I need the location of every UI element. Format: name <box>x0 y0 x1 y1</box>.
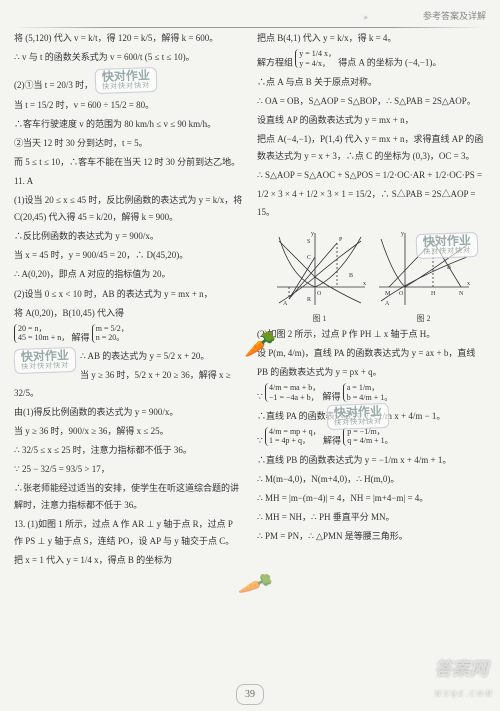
equation-system: 解方程组 y = 1/4 x， y = 4/x， 得点 A 的坐标为 (−4,−… <box>257 49 486 72</box>
text-line: ∴直线 PB 的函数表达式为 y = −1/m x + 4/m + 1。 <box>257 452 486 469</box>
svg-text:S: S <box>307 239 310 245</box>
text-line: 快对作业 快对快对快对 ∴ AB 的表达式为 y = 5/2 x + 20。 <box>14 348 243 365</box>
text-line: ∴ v 与 t 的函数关系式为 v = 600/t (5 ≤ t ≤ 10)。 <box>14 49 243 66</box>
text-line: 设 P(m, 4/m)，直线 PA 的函数表达式为 y = ax + b，直线 <box>257 345 486 362</box>
text-line: 13. (1)如图 1 所示，过点 A 作 AR ⊥ y 轴于点 R，过点 P … <box>14 516 243 550</box>
text-line: ∴ S△AOP = S△AOC + S△POS = 1/2·OC·AR + 1/… <box>257 167 486 184</box>
text-line: 把点 A(−4,−1)，P(1,4) 代入 y = mx + n，求得直线 AP… <box>257 131 486 165</box>
equation-system: ∵ 4/m = mp + q， 1 = 4p + q， 解得 p = −1/m，… <box>257 427 486 450</box>
text-line: ∴ MH = NH，∴ PH 垂直平分 MN。 <box>257 509 486 526</box>
two-column-body: 将 (5,120) 代入 v = k/t，得 120 = k/5，解得 k = … <box>14 30 486 678</box>
text-line: (2)①当 t = 20/3 时， 快对作业 快对快对快对 <box>14 68 243 94</box>
figure-2-label: 图 2 <box>375 311 473 326</box>
left-brace: a = 1/m， b = 4/m + 1。 <box>343 383 392 402</box>
svg-text:A: A <box>385 301 390 307</box>
figure-row: P S C O R A Bx y 图 1 <box>257 223 486 326</box>
svg-text:O: O <box>317 291 322 297</box>
header-arrows: ››› <box>363 9 366 26</box>
left-brace: 20 = n， 45 = 10m + n， <box>14 324 69 343</box>
text-line: 将 (5,120) 代入 v = k/t，得 120 = k/5，解得 k = … <box>14 30 243 47</box>
svg-text:N: N <box>459 291 464 297</box>
svg-text:O: O <box>399 291 404 297</box>
text-line: 将 A(0,20)，B(10,45) 代入得 <box>14 305 243 322</box>
right-column: 把点 B(4,1) 代入 y = k/x，得 k = 4。 解方程组 y = 1… <box>257 30 486 678</box>
watermark-kuaidui: 快对作业 快对快对快对 <box>416 232 479 259</box>
left-column: 将 (5,120) 代入 v = k/t，得 120 = k/5，解得 k = … <box>14 30 243 678</box>
svg-text:y: y <box>401 231 404 237</box>
figure-1-label: 图 1 <box>271 311 369 326</box>
header-rule <box>14 27 486 28</box>
text-line: 设直线 AP 的函数表达式为 y = mx + n， <box>257 112 486 129</box>
watermark-kuaidui: 快对作业 快对快对快对 <box>95 67 158 94</box>
equation-system: ∵ 4/m = ma + b， −1 = −4a + b， 解得 a = 1/m… <box>257 383 486 406</box>
svg-text:R: R <box>307 297 311 303</box>
page-number: 39 <box>236 684 264 705</box>
svg-text:B: B <box>349 273 353 279</box>
watermark-kuaidui: 快对作业 快对快对快对 <box>327 403 390 430</box>
left-brace: 4/m = ma + b， −1 = −4a + b， <box>265 383 320 402</box>
text-line: ∴ M(m−4,0)，N(m+4,0)，∴ H(m,0)。 <box>257 471 486 488</box>
figure-1-svg: P S C O R A Bx y <box>271 227 369 309</box>
svg-text:x: x <box>363 281 366 287</box>
text-line: ∴点 A 与点 B 关于原点对称。 <box>257 74 486 91</box>
text-line: ∵ 25 − 32/5 = 93/5 > 17， <box>14 461 243 478</box>
left-brace: m = 5/2， n = 20。 <box>92 324 129 343</box>
text-line: ∴ MH = |m−(m−4)| = 4，NH = |m+4−m| = 4。 <box>257 490 486 507</box>
svg-text:M: M <box>385 291 391 297</box>
svg-text:x: x <box>467 281 470 287</box>
text-line: ∴反比例函数的表达式为 y = 900/x。 <box>14 228 243 245</box>
text-line: 由(1)得反比例函数的表达式为 y = 900/x。 <box>14 404 243 421</box>
text-line: (2)如图 2 所示，过点 P 作 PH ⊥ x 轴于点 H。 <box>257 326 486 343</box>
text-line: (2)设当 0 ≤ x < 10 时，AB 的表达式为 y = mx + n， <box>14 286 243 303</box>
page-header: ››› 参考答案及详解 <box>14 8 486 30</box>
text-line: ∴直线 PA 的函数表达式为 y = 1/m x + 4/m − 1。 快对作业… <box>257 408 486 425</box>
text-line: 1/2 × 3 × 4 + 1/2 × 3 × 1 = 15/2，∴ S△PAB… <box>257 186 486 220</box>
text-line: 把点 B(4,1) 代入 y = k/x，得 k = 4。 <box>257 30 486 47</box>
text-line: ②当天 12 时 30 分到达时，t = 5。 <box>14 135 243 152</box>
text-line: ∴ A(0,20)，即点 A 对应的指标值为 20。 <box>14 266 243 283</box>
text-line: ∴ PM = PN，∴ △PMN 是等腰三角形。 <box>257 528 486 545</box>
svg-text:B: B <box>447 265 451 271</box>
svg-text:C: C <box>307 255 311 261</box>
left-brace: y = 1/4 x， y = 4/x， <box>295 49 336 68</box>
text-line: ∴张老师能经过适当的安排，使学生在听这道综合题的讲解时，注意力指标都不低于 36… <box>14 480 243 514</box>
text-line: 而 5 ≤ t ≤ 10，∴客车不能在当天 12 时 30 分前到达乙地。 <box>14 154 243 171</box>
text-line: ∴ OA = OB，S△AOP = S△BOP，∴ S△PAB = 2S△AOP… <box>257 93 486 110</box>
text-line: (1)设当 20 ≤ x ≤ 45 时，反比例函数的表达式为 y = k/x，将… <box>14 192 243 226</box>
left-brace: 4/m = mp + q， 1 = 4p + q， <box>265 427 321 446</box>
svg-text:A: A <box>283 301 288 307</box>
equation-system: 20 = n， 45 = 10m + n， 解得 m = 5/2， n = 20… <box>14 324 243 347</box>
text-line: PB 的函数表达式为 y = px + q。 <box>257 364 486 381</box>
svg-text:P: P <box>339 237 343 243</box>
text-line: 把 x = 1 代入 y = 1/4 x，得点 B 的坐标为 <box>14 552 243 569</box>
text-line: 当 x = 45 时，y = 900/45 = 20，∴ D(45,20)。 <box>14 247 243 264</box>
watermark-kuaidui: 快对作业 快对快对快对 <box>14 347 76 374</box>
svg-text:H: H <box>431 291 436 297</box>
text-line: 11. A <box>14 173 243 190</box>
left-brace: p = −1/m， q = 4/m + 1。 <box>343 427 392 446</box>
header-title: 参考答案及详解 <box>423 11 486 21</box>
text-line: ∴客车行驶速度 v 的范围为 80 km/h ≤ v ≤ 90 km/h。 <box>14 116 243 133</box>
text-line: ∴ 32/5 ≤ x ≤ 25 时，注意力指标都不低于 36。 <box>14 442 243 459</box>
text-line: 当 y ≥ 36 时，900/x ≥ 36，解得 x ≤ 25。 <box>14 423 243 440</box>
text-line: 当 t = 15/2 时，v = 600 ÷ 15/2 = 80。 <box>14 97 243 114</box>
svg-text:y: y <box>311 231 314 237</box>
